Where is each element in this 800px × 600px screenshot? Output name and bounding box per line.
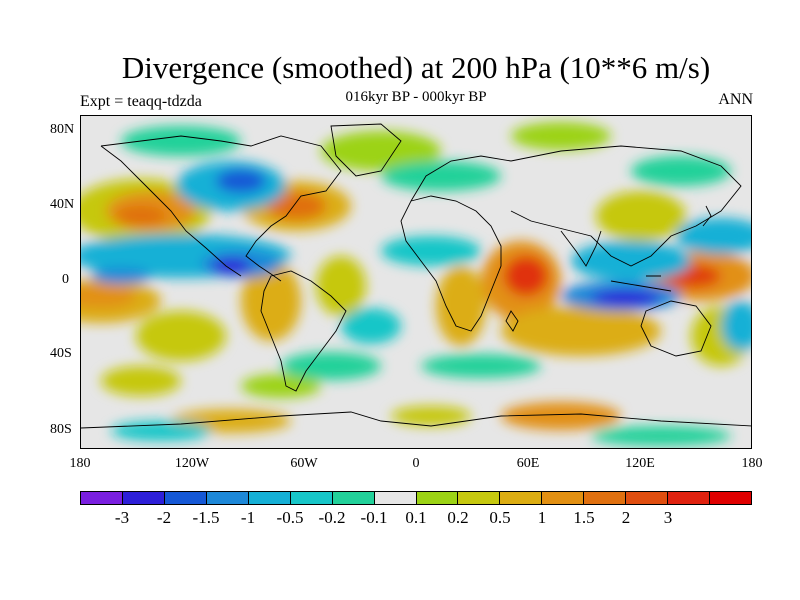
divergence-map xyxy=(81,116,751,448)
lat-label-80n: 80N xyxy=(50,122,75,137)
colorbar-label: -3 xyxy=(114,508,130,527)
colorbar-cell xyxy=(584,492,627,504)
divergence-field xyxy=(81,122,751,446)
colorbar-label: 1 xyxy=(537,508,547,527)
colorbar-label: 0.2 xyxy=(447,508,469,527)
lon-label-180e: 180 xyxy=(741,456,763,471)
lon-label-120w: 120W xyxy=(174,456,210,471)
coastlines xyxy=(81,123,751,429)
colorbar-label: -2 xyxy=(156,508,172,527)
map-plot-area xyxy=(80,115,752,449)
lon-label-0: 0 xyxy=(412,456,420,471)
colorbar-label: -1.5 xyxy=(192,508,220,527)
colorbar-cell xyxy=(374,492,417,504)
colorbar-label: 0.5 xyxy=(489,508,511,527)
colorbar-cell xyxy=(248,492,291,504)
colorbar-cell xyxy=(626,492,669,504)
lat-label-40s: 40S xyxy=(50,346,72,361)
colorbar xyxy=(80,491,752,505)
lon-label-120e: 120E xyxy=(625,456,655,471)
colorbar-label: 2 xyxy=(621,508,631,527)
chart-subtitle: 016kyr BP - 000kyr BP xyxy=(345,89,487,105)
colorbar-label: 0.1 xyxy=(405,508,427,527)
colorbar-cell xyxy=(206,492,249,504)
season-label: ANN xyxy=(718,91,753,108)
lon-label-60e: 60E xyxy=(516,456,540,471)
colorbar-cell xyxy=(710,492,751,504)
colorbar-label: 3 xyxy=(663,508,673,527)
colorbar-label: 1.5 xyxy=(573,508,595,527)
lat-label-80s: 80S xyxy=(50,422,72,437)
colorbar-label: -0.5 xyxy=(276,508,304,527)
colorbar-cell xyxy=(500,492,543,504)
colorbar-label: -0.1 xyxy=(360,508,388,527)
colorbar-cell xyxy=(332,492,375,504)
lat-label-40n: 40N xyxy=(50,197,75,212)
colorbar-cell xyxy=(668,492,711,504)
colorbar-cell xyxy=(122,492,165,504)
experiment-label: Expt = teaqq-tdzda xyxy=(80,93,202,110)
colorbar-cell xyxy=(416,492,459,504)
colorbar-cell xyxy=(164,492,207,504)
colorbar-cell xyxy=(458,492,501,504)
lat-label-0: 0 xyxy=(62,272,69,287)
lon-label-60w: 60W xyxy=(290,456,318,471)
colorbar-cell xyxy=(542,492,585,504)
colorbar-label: -1 xyxy=(240,508,256,527)
chart-title: Divergence (smoothed) at 200 hPa (10**6 … xyxy=(121,50,711,85)
lon-label-180w: 180 xyxy=(69,456,91,471)
colorbar-cell xyxy=(290,492,333,504)
colorbar-label: -0.2 xyxy=(318,508,346,527)
colorbar-cell xyxy=(81,492,123,504)
